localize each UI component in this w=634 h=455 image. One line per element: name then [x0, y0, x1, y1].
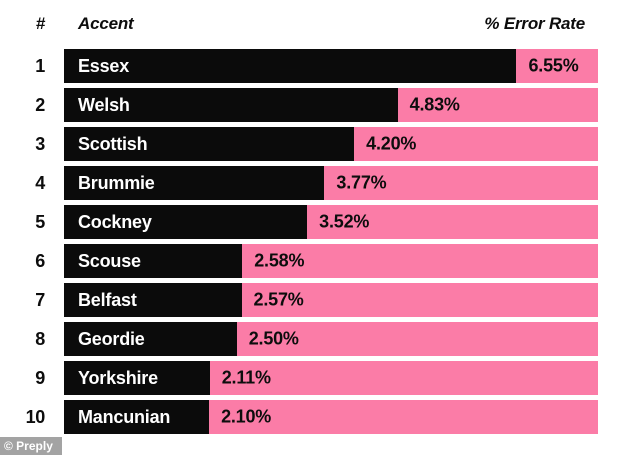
accent-column-header: Accent [78, 14, 134, 33]
value-label: 2.11% [221, 367, 271, 388]
accent-label: Geordie [78, 328, 145, 349]
bar-track: Cockney 3.52% [64, 205, 598, 239]
rank-number: 8 [35, 328, 45, 349]
bar-track: Yorkshire 2.11% [64, 361, 598, 395]
chart-row: 2 Welsh 4.83% [0, 88, 598, 122]
bar: Welsh [64, 88, 398, 122]
bar: Yorkshire [64, 361, 210, 395]
chart-row: 1 Essex 6.55% [0, 49, 598, 83]
value-label: 2.58% [254, 250, 305, 271]
accent-label: Yorkshire [78, 367, 158, 388]
accent-label: Belfast [78, 289, 137, 310]
bar: Cockney [64, 205, 308, 239]
error-rate-column-header: % Error Rate [484, 14, 585, 33]
chart-row: 9 Yorkshire 2.11% [0, 361, 598, 395]
rank-number: 10 [25, 406, 46, 427]
rank-number: 9 [35, 367, 45, 388]
chart-row: 4 Brummie 3.77% [0, 166, 598, 200]
bar: Brummie [64, 166, 325, 200]
value-label: 4.20% [366, 133, 417, 154]
bar-track: Belfast 2.57% [64, 283, 598, 317]
rank-number: 7 [35, 289, 45, 310]
chart-header: # Accent % Error Rate [0, 14, 598, 36]
accent-label: Cockney [78, 211, 152, 232]
chart-row: 3 Scottish 4.20% [0, 127, 598, 161]
accent-label: Mancunian [78, 406, 171, 427]
bar: Geordie [64, 322, 237, 356]
accent-label: Welsh [78, 94, 130, 115]
accent-label: Scouse [78, 250, 141, 271]
value-label: 2.57% [253, 289, 304, 310]
bar-track: Welsh 4.83% [64, 88, 598, 122]
bar-track: Scottish 4.20% [64, 127, 598, 161]
value-label: 3.77% [336, 172, 387, 193]
bar-track: Mancunian 2.10% [64, 400, 598, 434]
rank-number: 2 [35, 94, 45, 115]
chart-row: 10 Mancunian 2.10% [0, 400, 598, 434]
value-label: 2.50% [248, 328, 299, 349]
bar: Belfast [64, 283, 242, 317]
bar: Mancunian [64, 400, 210, 434]
chart-row: 5 Cockney 3.52% [0, 205, 598, 239]
accent-label: Brummie [78, 172, 155, 193]
rank-number: 6 [35, 250, 45, 271]
rank-number: 4 [35, 172, 45, 193]
chart-rows: 1 Essex 6.55% 2 Welsh 4.83% 3 Scottish 4… [0, 49, 598, 434]
value-label: 6.55% [528, 55, 579, 76]
bar-track: Geordie 2.50% [64, 322, 598, 356]
bar: Scouse [64, 244, 243, 278]
bar-track: Scouse 2.58% [64, 244, 598, 278]
value-label: 2.10% [221, 406, 272, 427]
rank-number: 5 [35, 211, 45, 232]
chart-row: 8 Geordie 2.50% [0, 322, 598, 356]
value-label: 4.83% [409, 94, 460, 115]
bar: Essex [64, 49, 517, 83]
chart-row: 6 Scouse 2.58% [0, 244, 598, 278]
value-label: 3.52% [319, 211, 370, 232]
accent-label: Essex [78, 55, 130, 76]
rank-number: 3 [35, 133, 45, 154]
bar-track: Brummie 3.77% [64, 166, 598, 200]
chart-row: 7 Belfast 2.57% [0, 283, 598, 317]
rank-column-header: # [35, 14, 45, 33]
rank-number: 1 [35, 55, 45, 76]
bar: Scottish [64, 127, 355, 161]
accent-label: Scottish [78, 133, 148, 154]
preply-watermark: © Preply [0, 437, 62, 455]
bar-track: Essex 6.55% [64, 49, 598, 83]
